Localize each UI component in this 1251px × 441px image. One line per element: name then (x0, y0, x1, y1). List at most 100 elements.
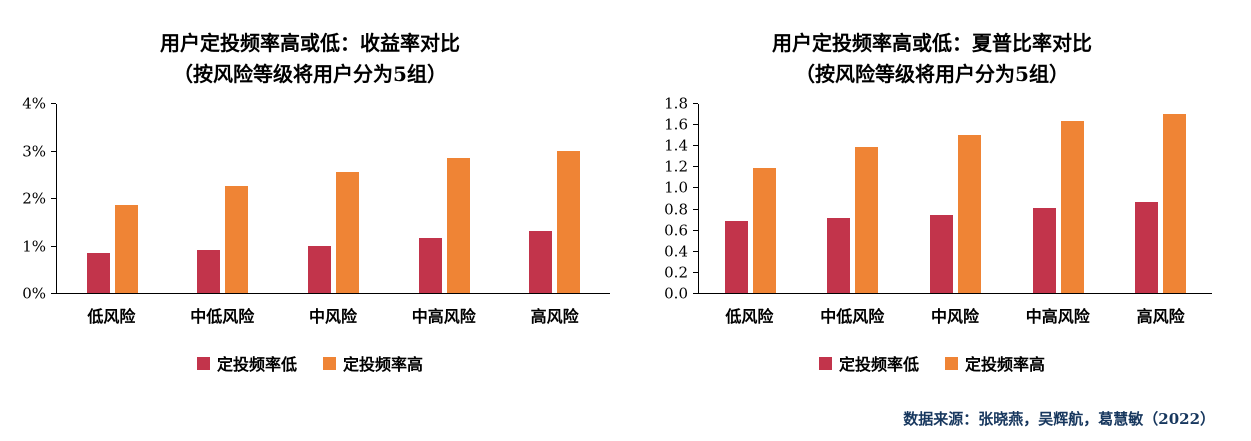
chart-title-line2: （按风险等级将用户分为5组） (173, 62, 447, 86)
bars (57, 104, 610, 293)
bar-high-frequency (446, 157, 470, 293)
y-axis: 0% 1% 2% 3% 4% (10, 96, 56, 301)
legend-swatch (323, 356, 336, 370)
bar-low-frequency (86, 252, 110, 293)
x-axis: 低风险 中低风险 中风险 中高风险 高风险 (10, 303, 610, 327)
x-category-label: 中风险 (930, 307, 979, 326)
y-tick-mark (693, 166, 698, 168)
bars (699, 104, 1212, 293)
bar-low-frequency (724, 221, 748, 293)
x-axis-labels: 低风险 中低风险 中风险 中高风险 高风险 (698, 303, 1212, 327)
plot-row: 0% 1% 2% 3% 4% (10, 96, 610, 301)
y-tick-mark (693, 293, 698, 294)
x-category-label: 低风险 (725, 307, 774, 326)
bar-group (802, 147, 905, 293)
bar-high-frequency (225, 186, 249, 293)
y-axis: 0.0 0.2 0.4 0.6 0.8 1.0 1.2 1.4 1.6 1.8 (652, 96, 698, 301)
charts-row: 用户定投频率高或低：收益率对比 （按风险等级将用户分为5组） 0% 1% 2% 3% 4… (10, 28, 1212, 375)
chart-title: 用户定投频率高或低：夏普比率对比 （按风险等级将用户分为5组） (652, 28, 1212, 90)
x-category-label: 中低风险 (190, 307, 255, 326)
y-tick-label: 0.4 (664, 242, 688, 261)
bar-group (1007, 120, 1110, 293)
x-category-label: 低风险 (87, 307, 136, 326)
y-tick-mark (51, 103, 56, 104)
plot-row: 0.0 0.2 0.4 0.6 0.8 1.0 1.2 1.4 1.6 1.8 (652, 96, 1212, 301)
y-tick-mark (693, 229, 698, 231)
legend-swatch (945, 356, 958, 370)
x-category-label: 中高风险 (411, 307, 476, 326)
bar-high-frequency (114, 205, 138, 293)
bar-group (57, 205, 168, 293)
y-tick-mark (693, 271, 698, 273)
y-tick-mark (51, 150, 56, 152)
y-tick-label: 0.6 (664, 221, 688, 240)
bar-group (904, 134, 1007, 293)
legend-swatch (196, 356, 210, 370)
x-axis-labels: 低风险 中低风险 中风险 中高风险 高风险 (56, 303, 610, 327)
x-category-label: 中低风险 (820, 307, 885, 326)
bar-low-frequency (529, 231, 553, 293)
y-tick-label: 0.8 (664, 200, 688, 219)
legend-label: 定投频率低 (838, 355, 919, 374)
chart-sharpe-comparison: 用户定投频率高或低：夏普比率对比 （按风险等级将用户分为5组） 0.0 0.2 0.… (652, 28, 1212, 375)
bar-high-frequency (855, 147, 879, 293)
x-category-label: 高风险 (1136, 307, 1185, 326)
legend-swatch (818, 356, 832, 370)
bar-low-frequency (929, 214, 953, 293)
chart-title: 用户定投频率高或低：收益率对比 （按风险等级将用户分为5组） (10, 28, 610, 90)
legend-item-low-frequency: 定投频率低 (196, 351, 297, 375)
bar-high-frequency (335, 171, 359, 293)
y-tick-mark (51, 293, 56, 294)
x-axis-spacer (652, 303, 698, 327)
legend: 定投频率低 定投频率高 (10, 351, 610, 375)
y-tick-mark (693, 145, 698, 147)
y-tick-label: 1.0 (664, 178, 688, 197)
y-tick-label: 0.0 (664, 284, 688, 303)
bar-high-frequency (957, 134, 981, 293)
y-tick-label: 1.4 (664, 136, 688, 155)
bar-low-frequency (197, 250, 221, 293)
bar-group (1109, 113, 1212, 293)
data-source-note: 数据来源：张晓燕，吴辉航，葛慧敏（2022） (903, 410, 1215, 428)
chart-title-line2: （按风险等级将用户分为5组） (795, 62, 1069, 86)
bar-low-frequency (1032, 207, 1056, 293)
bar-high-frequency (752, 168, 776, 293)
y-tick-mark (693, 124, 698, 126)
bar-group (278, 171, 389, 293)
y-tick-label: 0.2 (664, 263, 688, 282)
y-tick-mark (693, 103, 698, 104)
y-tick-mark (51, 198, 56, 199)
legend-item-high-frequency: 定投频率高 (323, 351, 423, 375)
bar-group (168, 186, 279, 293)
bar-high-frequency (1163, 113, 1187, 293)
legend-item-high-frequency: 定投频率高 (945, 351, 1045, 375)
y-tick-mark (51, 245, 56, 247)
x-category-label: 高风险 (530, 307, 579, 326)
y-tick-label: 4% (22, 94, 46, 113)
legend-label: 定投频率高 (965, 355, 1046, 374)
plot-area (698, 104, 1212, 294)
legend-item-low-frequency: 定投频率低 (818, 351, 919, 375)
y-tick-label: 2% (22, 189, 46, 208)
legend-label: 定投频率低 (216, 355, 297, 374)
x-axis-spacer (10, 303, 56, 327)
y-tick-label: 3% (22, 142, 46, 160)
x-category-label: 中风险 (308, 307, 357, 326)
legend: 定投频率低 定投频率高 (652, 351, 1212, 375)
x-category-label: 中高风险 (1025, 307, 1090, 326)
y-tick-label: 1.8 (664, 94, 688, 113)
y-tick-mark (693, 250, 698, 252)
bar-group (699, 168, 802, 293)
plot-area (56, 104, 610, 294)
y-tick-label: 1% (22, 237, 46, 255)
y-tick-label: 1.6 (664, 115, 688, 134)
y-tick-label: 1.2 (664, 157, 688, 176)
bar-low-frequency (827, 218, 851, 293)
y-tick-mark (693, 187, 698, 189)
bar-group (499, 150, 610, 293)
bar-group (389, 157, 500, 293)
bar-low-frequency (418, 238, 442, 293)
y-tick-label: 0% (22, 284, 46, 303)
bar-high-frequency (557, 150, 581, 293)
bar-low-frequency (1135, 202, 1159, 293)
